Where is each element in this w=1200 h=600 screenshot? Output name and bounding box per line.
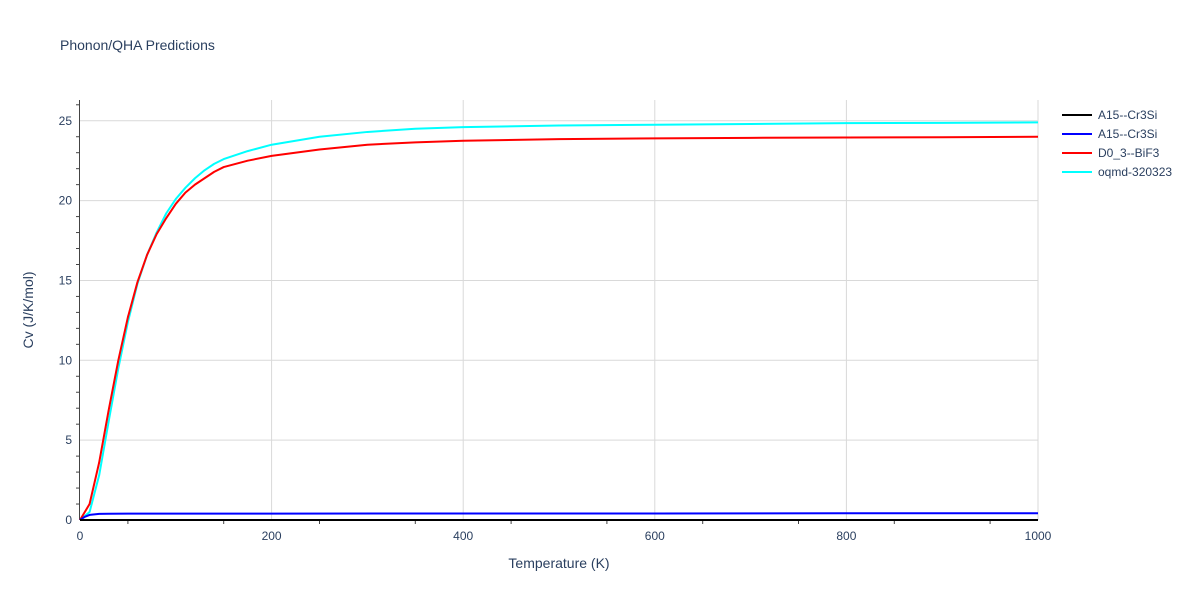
legend-item[interactable]: A15--Cr3Si — [1062, 127, 1157, 141]
series-layer — [79, 121, 1039, 521]
legend-label: A15--Cr3Si — [1098, 127, 1157, 141]
x-tick-label: 1000 — [1025, 529, 1052, 543]
x-tick-label: 200 — [262, 529, 282, 543]
x-tick-label: 400 — [453, 529, 473, 543]
legend-item[interactable]: A15--Cr3Si — [1062, 108, 1157, 122]
y-tick-label: 15 — [59, 273, 73, 287]
series-line-2 — [79, 135, 1039, 521]
grid-layer — [80, 100, 1039, 520]
x-tick-label: 600 — [645, 529, 665, 543]
legend-label: A15--Cr3Si — [1098, 108, 1157, 122]
y-tick-label: 5 — [65, 433, 72, 447]
legend-label: oqmd-320323 — [1098, 165, 1172, 179]
y-axis-label: Cv (J/K/mol) — [20, 272, 36, 349]
legend: A15--Cr3Si A15--Cr3Si D0_3--BiF3 oqmd-32032… — [1062, 108, 1172, 179]
y-tick-label: 25 — [59, 114, 73, 128]
x-tick-label: 0 — [77, 529, 84, 543]
y-tick-label: 10 — [59, 353, 73, 367]
legend-label: D0_3--BiF3 — [1098, 146, 1160, 160]
x-axis-label: Temperature (K) — [508, 555, 609, 571]
legend-item[interactable]: D0_3--BiF3 — [1062, 146, 1160, 160]
y-tick-label: 20 — [59, 194, 73, 208]
x-tick-label: 800 — [836, 529, 856, 543]
series-line-1 — [79, 512, 1038, 521]
series-line-3 — [79, 121, 1039, 521]
legend-item[interactable]: oqmd-320323 — [1062, 165, 1172, 179]
axis-layer: 0 200 400 600 800 1000 0 5 10 15 20 25 — [59, 100, 1052, 543]
y-tick-label: 0 — [65, 513, 72, 527]
chart-title: Phonon/QHA Predictions — [60, 37, 215, 53]
